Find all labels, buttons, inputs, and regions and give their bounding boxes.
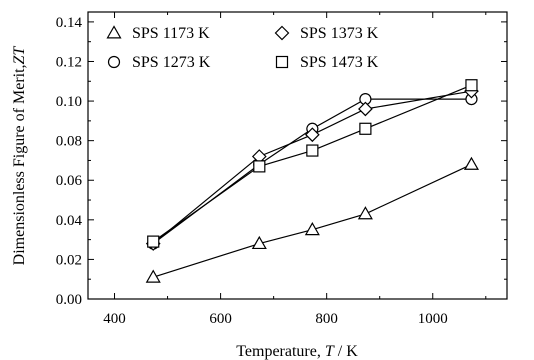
series-triangle <box>145 156 479 283</box>
data-point <box>145 269 161 283</box>
y-tick-label: 0.02 <box>56 252 82 268</box>
legend-item: SPS 1273 K <box>107 54 211 71</box>
series-line <box>153 163 472 278</box>
x-tick-label: 400 <box>103 311 126 327</box>
x-tick-label: 1000 <box>418 311 448 327</box>
series-layer <box>145 79 479 283</box>
legend-marker-circle <box>107 55 121 69</box>
legend-item: SPS 1173 K <box>106 25 210 42</box>
legend: SPS 1173 K SPS 1273 K SPS 1373 K SPS 1473 K <box>106 25 379 71</box>
legend-marker-square <box>275 55 289 69</box>
data-point <box>304 222 320 236</box>
x-tick-label: 600 <box>209 311 232 327</box>
plot-frame <box>87 11 508 300</box>
data-point <box>253 160 266 173</box>
series-square <box>147 79 478 248</box>
data-point <box>147 235 160 248</box>
legend-marker-triangle <box>106 25 122 39</box>
legend-label: SPS 1273 K <box>132 54 211 71</box>
legend-label: SPS 1173 K <box>132 25 210 42</box>
y-tick-label: 0.10 <box>56 94 82 110</box>
legend-label: SPS 1473 K <box>300 54 379 71</box>
legend-label: SPS 1373 K <box>300 25 379 42</box>
y-tick-label: 0.14 <box>56 15 83 31</box>
data-point <box>251 235 267 250</box>
series-line <box>152 98 472 245</box>
data-point <box>306 144 319 157</box>
y-tick-label: 0.06 <box>56 173 83 189</box>
legend-item: SPS 1373 K <box>274 25 379 42</box>
legend-marker-diamond <box>274 25 290 41</box>
data-point <box>357 206 373 220</box>
y-tick-label: 0.00 <box>56 292 82 308</box>
y-tick-label: 0.12 <box>56 54 82 70</box>
x-axis-title: Temperature, T / K <box>236 343 358 360</box>
x-tick-label: 800 <box>315 311 338 327</box>
data-point <box>358 101 373 117</box>
y-tick-label: 0.08 <box>56 134 82 150</box>
y-axis-title: Dimensionless Figure of Merit,ZT <box>11 46 28 266</box>
legend-item: SPS 1473 K <box>275 54 379 71</box>
data-point <box>359 122 372 135</box>
y-tick-label: 0.04 <box>56 213 83 229</box>
series-line <box>152 90 472 245</box>
axis-ticks: 400 600 800 1000 0.00 0.02 0.04 0.06 0.08 0.10 0.1… <box>56 12 507 327</box>
data-point <box>305 127 320 143</box>
data-point <box>463 156 479 170</box>
data-point <box>465 79 478 92</box>
series-line <box>152 84 472 243</box>
